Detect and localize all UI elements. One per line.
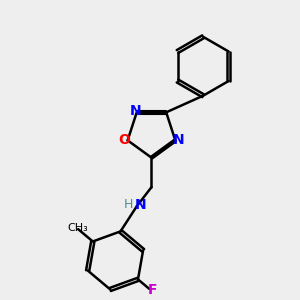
Text: N: N [134, 198, 146, 212]
Text: F: F [148, 283, 157, 297]
Text: H: H [124, 198, 133, 211]
Text: CH₃: CH₃ [68, 223, 88, 233]
Text: N: N [130, 104, 141, 118]
Text: N: N [173, 133, 185, 147]
Text: O: O [118, 133, 130, 147]
